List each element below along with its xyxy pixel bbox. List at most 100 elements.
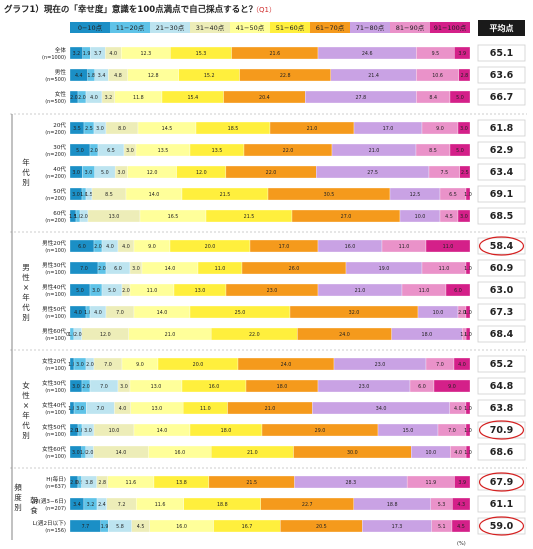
bar-value-6: 21.5: [246, 480, 257, 486]
bar-value-8: 11.9: [425, 480, 436, 486]
group-label-age-char-0: 年: [22, 157, 30, 167]
average-value: 70.9: [490, 425, 513, 436]
bar-value-5: 11.0: [200, 406, 211, 412]
bar-value-1: 1.0: [84, 310, 92, 316]
bar-value-4: 16.0: [174, 450, 185, 456]
legend-label-0: 0−10点: [78, 24, 103, 32]
bar-segment-9: [459, 165, 471, 179]
bar-value-3: 4.0: [122, 244, 130, 250]
bar-value-0: 2.0: [70, 95, 78, 101]
bar-value-6: 30.5: [324, 192, 335, 198]
legend-label-5: 51−60点: [276, 24, 305, 32]
bar-value-2: 2.0: [80, 214, 88, 220]
bar-value-9: 1.0: [464, 192, 472, 198]
bar-value-1: 2.5: [85, 126, 93, 132]
chart-row-2: 女性(n=500) 2.0 2.0 4.0 3.2 11.8 15.4 20.4 27.8 8.4…: [45, 88, 526, 106]
bar-value-7: 24.6: [362, 51, 373, 57]
bar-value-0: 3.0: [72, 384, 80, 390]
bar-value-3: 2.0: [122, 288, 130, 294]
chart-rows: 全体(n=1000)3.2 1.9 3.7 4.0 12.3 15.3 21.6 24.6 9.…: [33, 44, 526, 536]
legend-swatch-4: [230, 22, 270, 33]
bar-segment-9: [465, 401, 471, 415]
bar-value-0: 4.4: [75, 73, 83, 79]
bar-value-6: 18.0: [277, 384, 288, 390]
group-label-age-char-2: 別: [22, 178, 30, 187]
bar-value-2: 5.8: [116, 524, 124, 530]
legend-swatch-8: [390, 22, 430, 33]
average-box: [477, 473, 526, 491]
average-value: 67.9: [490, 477, 513, 488]
bar-value-9: 3.9: [458, 480, 466, 486]
bar-value-1: 3.0: [85, 170, 93, 176]
bar-segment-9: [449, 90, 471, 104]
legend: 0−10点 11−20点 21−30点 31−40点 41−50点 51−60点 61−70…: [70, 22, 470, 33]
average-value: 68.5: [490, 211, 513, 222]
bar-value-5: 18.5: [228, 126, 239, 132]
row-sample-size: (n=156): [45, 528, 66, 534]
bar-value-8: 4.0: [454, 450, 462, 456]
bar-value-0: 1.0: [68, 406, 76, 412]
group-label-female-char-5: 別: [22, 431, 30, 440]
row-label: L(週2日以下): [33, 519, 66, 527]
row-label: 男性: [55, 68, 67, 76]
average-box: [477, 207, 526, 225]
bar-value-2: 7.0: [100, 384, 108, 390]
chart-row-3: 20代(n=200)3.5 2.5 3.0 8.0 14.5 18.5 21.0 17.0 9.…: [45, 119, 526, 137]
bar-value-6: 32.0: [349, 310, 360, 316]
bar-value-3: 14.0: [116, 450, 127, 456]
row-sample-size: (n=200): [45, 130, 66, 136]
legend-swatch-1: [110, 22, 150, 33]
bar-value-4: 11.0: [147, 288, 158, 294]
bar-value-8: 11.0: [399, 244, 410, 250]
bar-value-6: 29.0: [315, 428, 326, 434]
average-value: 68.6: [490, 447, 514, 458]
row-sample-size: (n=100): [45, 454, 66, 460]
chart-row-10: 男性40代(n=100) 5.0 3.0 5.0 2.0 11.0 13.0 23.0 21.0…: [42, 281, 526, 299]
chart-row-12: 男性60代(n=100)0.01.02.012.021.022.024.018.…: [42, 325, 526, 343]
bar-value-7: 34.0: [376, 406, 387, 412]
bar-value-3: 7.2: [118, 502, 126, 508]
bar-value-6: 22.8: [280, 73, 291, 79]
chart-row-1: 男性(n=500) 4.4 1.8 3.4 4.8 12.8 15.2 22.8 21.4 10.…: [45, 66, 526, 84]
bar-value-1: 1.0: [80, 450, 88, 456]
bar-value-0: 3.0: [72, 450, 80, 456]
bar-value-3: 3.0: [126, 148, 134, 154]
bar-value-5: 16.0: [209, 384, 220, 390]
bar-value-7: 10.0: [425, 450, 436, 456]
row-sample-size: (n=100): [45, 366, 66, 372]
row-sample-size: (n=100): [45, 432, 66, 438]
bar-value-2: 1.5: [85, 192, 93, 198]
bar-value-9: 1.0: [464, 450, 472, 456]
legend-swatch-0: [70, 22, 110, 33]
bar-value-3: 4.0: [119, 406, 127, 412]
bar-value-8: 1.0: [460, 332, 468, 338]
row-label: 男性30代: [42, 261, 66, 269]
average-value: 65.2: [490, 359, 513, 370]
bar-value-9: 5.0: [456, 148, 464, 154]
row-label: 20代: [53, 121, 66, 129]
bar-value-1: 2.0: [82, 384, 90, 390]
bar-value-4: 13.0: [151, 384, 162, 390]
average-value: 62.9: [490, 145, 513, 156]
bar-value-2: 4.0: [90, 95, 98, 101]
bar-value-1: 1.9: [83, 51, 91, 57]
chart-row-17: 女性60代(n=100)3.0 1.02.0 14.0 16.0 21.0 30.0 10.…: [42, 443, 526, 461]
bar-value-9: 1.0: [464, 332, 472, 338]
bar-value-7: 23.0: [359, 384, 370, 390]
average-box: [477, 281, 526, 299]
bar-value-1: 2.0: [98, 266, 106, 272]
bar-value-0: 7.7: [82, 524, 90, 530]
average-box: [477, 399, 526, 417]
bar-value-5: 11.0: [215, 266, 226, 272]
group-label-breakfast-char-1: 食: [30, 505, 38, 515]
bar-value-5: 13.5: [212, 148, 223, 154]
bar-value-8: 10.6: [432, 73, 443, 79]
row-sample-size: (n=100): [45, 292, 66, 298]
bar-value-3: 3.2: [105, 95, 113, 101]
bar-value-6: 21.0: [307, 126, 318, 132]
bar-value-2: 3.7: [94, 51, 102, 57]
bar-value-7: 23.0: [375, 362, 386, 368]
group-label-frequency-char-2: 別: [14, 503, 22, 512]
highlight-circle: [478, 236, 525, 256]
bar-value-0: 3.5: [73, 126, 81, 132]
